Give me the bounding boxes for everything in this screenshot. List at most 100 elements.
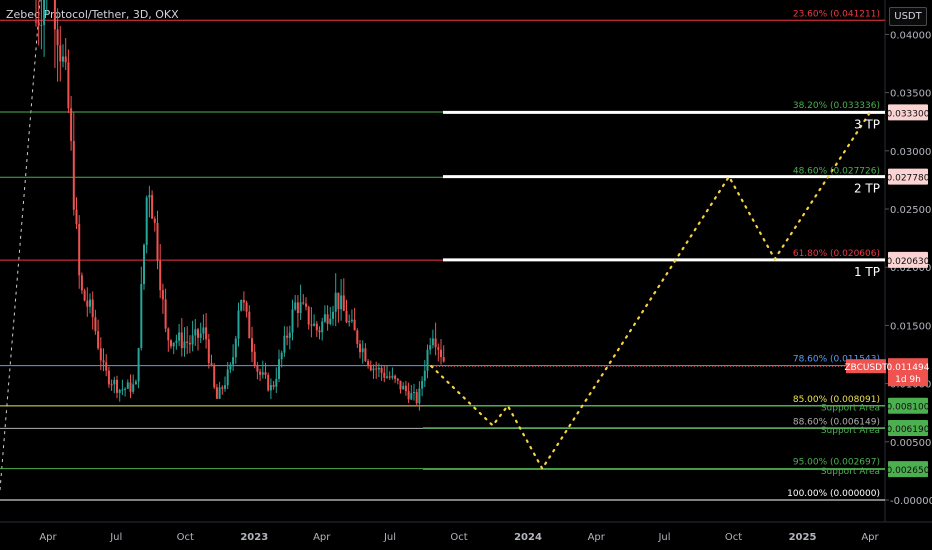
candle-body xyxy=(94,317,97,332)
candle-body xyxy=(286,335,289,338)
candle-body xyxy=(348,320,351,323)
x-tick-label: Apr xyxy=(313,532,331,543)
candle-body xyxy=(332,311,334,319)
current-price-tag xyxy=(888,358,928,387)
fib-layer xyxy=(0,0,885,501)
candle-body xyxy=(40,24,43,26)
candle-body xyxy=(170,340,172,347)
candle-body xyxy=(80,275,83,291)
candle-body xyxy=(440,349,442,358)
fib-level-label: 100.00% (0.000000) xyxy=(787,489,880,499)
candle-body xyxy=(399,380,402,390)
candle-body xyxy=(242,300,245,303)
candle-body xyxy=(105,362,108,371)
candle-body xyxy=(415,392,418,404)
fib-level-label: 88.60% (0.006149) xyxy=(793,417,880,427)
candle-body xyxy=(391,375,394,378)
candle-body xyxy=(59,45,62,62)
currency-button[interactable]: USDT xyxy=(889,7,927,26)
projection-path xyxy=(430,111,872,471)
labels-layer: 23.60% (0.041211) 38.20% (0.033336) 48.60%… xyxy=(787,9,930,499)
candle-body xyxy=(256,365,259,372)
candle-body xyxy=(126,382,129,389)
symbol-tag-text: ZBCUSDT xyxy=(844,363,888,373)
fib-level-label: 38.20% (0.033336) xyxy=(793,101,880,111)
candle-body xyxy=(178,332,181,341)
candle-body xyxy=(67,62,70,109)
fib-level-label: 61.80% (0.020606) xyxy=(793,249,880,259)
x-tick-label: Oct xyxy=(450,532,467,543)
fib-level-label: 23.60% (0.041211) xyxy=(793,9,880,19)
candle-body xyxy=(326,314,329,324)
x-tick-label: Oct xyxy=(177,532,194,543)
current-price-text: 0.011494 xyxy=(887,363,930,373)
target-label: 3 TP xyxy=(854,117,880,131)
candle-body xyxy=(213,364,216,388)
candle-body xyxy=(291,309,294,333)
x-tick-label: 2025 xyxy=(789,532,817,543)
candle-body xyxy=(288,332,291,338)
chart-title: Zebec Protocol/Tether, 3D, OKX xyxy=(6,8,179,21)
candle-body xyxy=(431,338,434,346)
x-tick-label: 2024 xyxy=(514,532,542,543)
target-price-text: 0.027780 xyxy=(887,174,930,184)
candle-body xyxy=(129,382,132,392)
candle-body xyxy=(153,218,156,223)
candle-body xyxy=(91,299,94,318)
x-tick-label: Apr xyxy=(588,532,606,543)
candle-body xyxy=(442,357,445,362)
support-label: Support Area xyxy=(821,426,880,436)
candle-body xyxy=(172,342,175,347)
candle-body xyxy=(191,335,194,345)
x-tick-label: Jul xyxy=(657,532,670,543)
candle-body xyxy=(116,379,118,393)
candle-body xyxy=(386,376,388,378)
candle-body xyxy=(423,370,426,381)
candle-body xyxy=(367,361,370,365)
candle-body xyxy=(197,329,199,338)
candle-body xyxy=(107,370,110,385)
candle-body xyxy=(429,345,432,350)
candle-body xyxy=(143,244,145,285)
candle-body xyxy=(132,384,135,392)
candle-body xyxy=(413,392,415,394)
candle-body xyxy=(437,347,440,350)
candle-body xyxy=(305,303,307,307)
candle-body xyxy=(372,368,375,371)
candle-body xyxy=(110,384,113,386)
y-tick-label: 0.005000 xyxy=(890,438,932,449)
candle-body xyxy=(148,195,151,198)
candle-body xyxy=(124,388,127,390)
candle-body xyxy=(296,302,299,314)
x-tick-label: Apr xyxy=(861,532,879,543)
target-price-tag xyxy=(888,104,928,121)
target-price-text: 0.020630 xyxy=(887,257,930,267)
candle-body xyxy=(434,338,437,348)
candle-body xyxy=(229,364,232,370)
candle-body xyxy=(207,339,210,364)
candle-body xyxy=(353,319,356,331)
candle-body xyxy=(302,302,305,304)
candle-body xyxy=(321,321,324,333)
candle-body xyxy=(75,209,78,224)
candle-body xyxy=(226,369,229,386)
target-price-tag xyxy=(888,168,928,185)
candle-body xyxy=(64,56,67,63)
candle-body xyxy=(283,335,286,353)
x-tick-label: 2023 xyxy=(240,532,268,543)
candles-layer xyxy=(35,0,445,411)
candle-body xyxy=(224,385,226,389)
fib-level-label: 95.00% (0.002697) xyxy=(793,458,880,468)
candle-body xyxy=(202,327,205,334)
candle-body xyxy=(167,328,170,341)
candle-body xyxy=(253,351,256,366)
candle-body xyxy=(410,392,413,400)
x-tick-label: Apr xyxy=(39,532,57,543)
candle-body xyxy=(134,381,137,385)
candle-body xyxy=(62,56,64,62)
candle-body xyxy=(248,311,251,339)
candle-body xyxy=(404,385,407,392)
